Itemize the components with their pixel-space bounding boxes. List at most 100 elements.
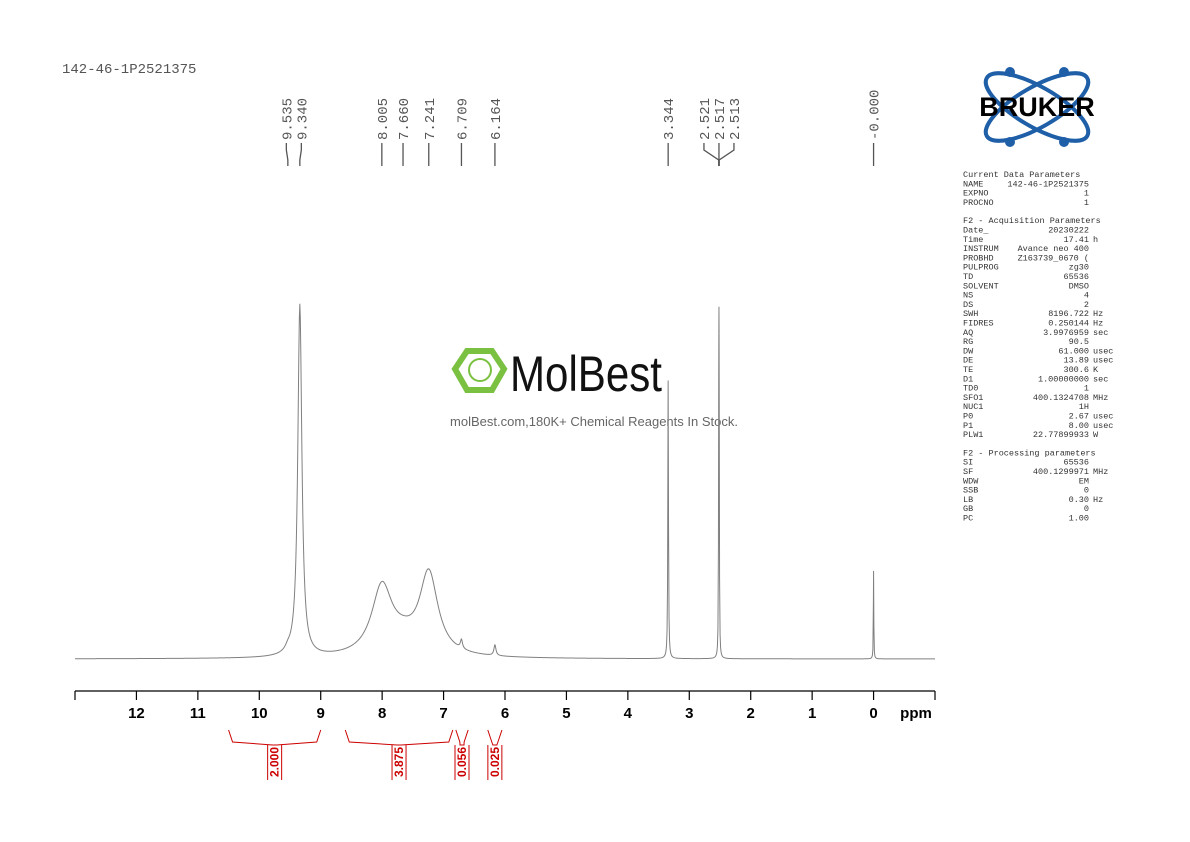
peak-label: -0.000 xyxy=(868,90,884,140)
param-value: 0.250144 xyxy=(1048,319,1089,329)
spectrum-peak xyxy=(718,333,797,660)
param-group-title: F2 - Processing parameters xyxy=(963,448,1096,458)
param-value: 400.1324708 xyxy=(1033,393,1089,403)
x-tick-label: 1 xyxy=(808,705,816,722)
param-unit: usec xyxy=(1093,356,1113,366)
param-name: INSTRUM xyxy=(963,244,999,254)
param-name: Date_ xyxy=(963,226,989,236)
param-name: PC xyxy=(963,514,973,524)
param-name: PROCNO xyxy=(963,198,994,208)
param-name: TD xyxy=(963,272,973,282)
x-tick-label: 5 xyxy=(562,705,570,722)
param-value: 300.6 xyxy=(1063,365,1089,375)
integral-label: 0.056 xyxy=(455,747,469,777)
param-value: DMSO xyxy=(1069,281,1089,291)
param-unit: Hz xyxy=(1093,495,1103,505)
param-name: DW xyxy=(963,346,974,356)
param-name: PLW1 xyxy=(963,430,983,440)
integral-bracket xyxy=(487,729,503,746)
param-name: NUC1 xyxy=(963,402,983,412)
param-unit: usec xyxy=(1093,412,1113,422)
param-name: LB xyxy=(963,495,973,505)
x-tick-label: 4 xyxy=(624,705,633,722)
param-value: zg30 xyxy=(1069,263,1089,273)
param-name: WDW xyxy=(963,476,979,486)
peak-label: 9.535 xyxy=(280,98,296,140)
peak-label-connector xyxy=(718,143,735,166)
watermark-brand: MolBest xyxy=(510,346,662,402)
param-value: 65536 xyxy=(1063,458,1089,468)
param-value: 0 xyxy=(1084,486,1089,496)
spectrum-peak xyxy=(581,380,694,660)
spectrum-peak xyxy=(415,568,446,629)
peak-label: 9.340 xyxy=(295,98,311,140)
integral-bracket xyxy=(228,729,322,746)
param-value: EM xyxy=(1079,476,1089,486)
param-value: 8.00 xyxy=(1069,421,1089,431)
spectrum-peak xyxy=(391,602,417,617)
param-value: 1.00000000 xyxy=(1038,374,1089,384)
param-name: SI xyxy=(963,458,973,468)
spectrum-peak xyxy=(478,643,582,659)
param-value: 1 xyxy=(1084,384,1089,394)
peak-label: 3.344 xyxy=(662,98,678,140)
x-tick-label: 6 xyxy=(501,705,509,722)
param-value: 1H xyxy=(1079,402,1089,412)
param-value: 90.5 xyxy=(1069,337,1089,347)
param-unit: MHz xyxy=(1093,467,1108,477)
param-name: DS xyxy=(963,300,973,310)
param-unit: usec xyxy=(1093,421,1113,431)
param-value: 3.9976959 xyxy=(1043,328,1089,338)
param-name: PULPROG xyxy=(963,263,999,273)
integral-label: 2.000 xyxy=(268,747,282,777)
param-unit: sec xyxy=(1093,374,1108,384)
param-value: 61.000 xyxy=(1058,346,1089,356)
param-group-title: Current Data Parameters xyxy=(963,170,1080,180)
param-name: PROBHD xyxy=(963,253,994,263)
peak-label: 2.513 xyxy=(728,98,744,140)
param-unit: usec xyxy=(1093,346,1113,356)
logo-text: BRUKER xyxy=(979,92,1095,122)
param-value: 8196.722 xyxy=(1048,309,1089,319)
param-name: SOLVENT xyxy=(963,281,999,291)
peak-label: 6.164 xyxy=(489,98,505,140)
param-value: 13.89 xyxy=(1063,356,1089,366)
param-value: Avance neo 400 xyxy=(1018,244,1089,254)
param-value: 22.77899933 xyxy=(1033,430,1089,440)
param-name: SSB xyxy=(963,486,978,496)
param-value: 142-46-1P2521375 xyxy=(1007,179,1089,189)
x-tick-label: 7 xyxy=(439,705,447,722)
integral-label: 3.875 xyxy=(392,747,406,777)
param-value: 2 xyxy=(1084,300,1089,310)
param-group-title: F2 - Acquisition Parameters xyxy=(963,216,1101,226)
param-unit: K xyxy=(1093,365,1099,375)
param-name: TD0 xyxy=(963,384,978,394)
param-name: RG xyxy=(963,337,973,347)
param-name: Time xyxy=(963,235,983,245)
integral-bracket xyxy=(344,729,454,746)
peak-label-connector xyxy=(703,143,720,166)
x-tick-label: 3 xyxy=(685,705,693,722)
param-name: P0 xyxy=(963,412,973,422)
param-value: 20230222 xyxy=(1048,226,1089,236)
watermark: MolBest molBest.com,180K+ Chemical Reage… xyxy=(450,346,738,429)
param-name: SF xyxy=(963,467,973,477)
integral-label: 0.025 xyxy=(488,747,502,777)
param-name: P1 xyxy=(963,421,973,431)
param-value: 0 xyxy=(1084,504,1089,514)
param-name: AQ xyxy=(963,328,973,338)
x-tick-label: 8 xyxy=(378,705,386,722)
param-name: EXPNO xyxy=(963,189,989,199)
x-tick-label: 2 xyxy=(747,705,755,722)
param-name: SFO1 xyxy=(963,393,983,403)
param-value: 1.00 xyxy=(1069,514,1089,524)
param-name: TE xyxy=(963,365,973,375)
sample-id: 142-46-1P2521375 xyxy=(62,62,196,78)
peak-label-connector xyxy=(299,143,302,166)
param-name: FIDRES xyxy=(963,319,994,329)
x-tick-label: 9 xyxy=(317,705,325,722)
